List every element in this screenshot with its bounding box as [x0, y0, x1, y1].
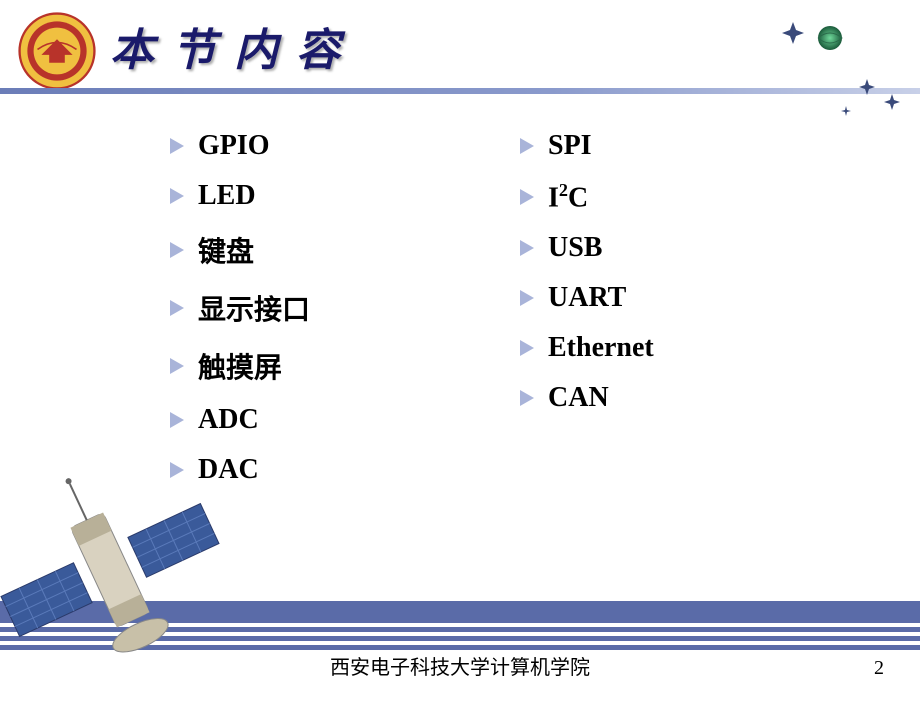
bullet-icon [170, 412, 184, 428]
bullet-icon [520, 340, 534, 356]
list-item: 显示接口 [170, 288, 520, 328]
list-item: USB [520, 232, 870, 264]
page-number: 2 [874, 657, 884, 680]
list-item: I2C [520, 180, 870, 214]
list-item: 触摸屏 [170, 346, 520, 386]
item-text: Ethernet [548, 332, 654, 364]
item-text: SPI [548, 130, 592, 162]
decorative-stars [770, 10, 910, 130]
slide-title: 本节内容 [110, 14, 358, 78]
bullet-icon [170, 358, 184, 374]
list-item: UART [520, 282, 870, 314]
bullet-icon [520, 240, 534, 256]
item-text: 触摸屏 [198, 346, 282, 386]
list-item: CAN [520, 382, 870, 414]
item-text: USB [548, 232, 602, 264]
bullet-icon [170, 300, 184, 316]
item-text: LED [198, 180, 256, 212]
university-logo [18, 12, 96, 90]
content-area: GPIO LED 键盘 显示接口 触摸屏 ADC DAC SPI I2C USB… [170, 130, 870, 504]
item-text: CAN [548, 382, 609, 414]
satellite-decoration [0, 430, 250, 710]
item-text: UART [548, 282, 626, 314]
list-item: LED [170, 180, 520, 212]
bullet-icon [170, 242, 184, 258]
item-text: 键盘 [198, 230, 254, 270]
bullet-icon [520, 138, 534, 154]
bullet-icon [170, 138, 184, 154]
item-text: I2C [548, 180, 588, 214]
list-item: Ethernet [520, 332, 870, 364]
list-item: SPI [520, 130, 870, 162]
item-text: 显示接口 [198, 288, 310, 328]
bullet-icon [170, 188, 184, 204]
bullet-icon [520, 290, 534, 306]
list-item: GPIO [170, 130, 520, 162]
right-column: SPI I2C USB UART Ethernet CAN [520, 130, 870, 504]
bullet-icon [520, 390, 534, 406]
list-item: 键盘 [170, 230, 520, 270]
item-text: GPIO [198, 130, 270, 162]
bullet-icon [520, 189, 534, 205]
